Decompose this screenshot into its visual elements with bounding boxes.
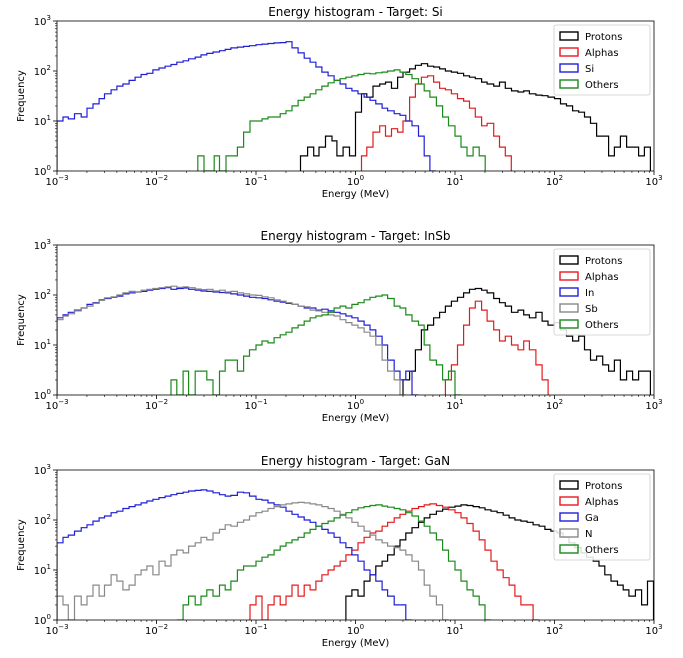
legend-label: Alphas	[585, 497, 619, 508]
legend-label: In	[585, 288, 594, 299]
x-tick-label: 100	[347, 623, 364, 637]
x-tick-label: 103	[645, 623, 662, 637]
legend-label: Protons	[585, 481, 622, 492]
plot-area	[57, 285, 651, 395]
legend-box	[553, 248, 651, 336]
x-tick-label: 101	[446, 398, 463, 412]
x-axis-label: Energy (MeV)	[322, 638, 390, 649]
chart-title: Energy histogram - Target: GaN	[261, 454, 450, 468]
series-line-protons	[402, 287, 651, 395]
legend-swatch	[559, 303, 579, 313]
x-tick-label: 10−2	[145, 623, 168, 637]
series-line-protons	[345, 504, 654, 620]
series-line-others	[197, 69, 486, 171]
x-tick-label: 10−3	[45, 174, 68, 188]
y-tick-label: 102	[34, 513, 51, 527]
x-tick-label: 10−2	[145, 174, 168, 188]
legend-label: Alphas	[585, 272, 619, 283]
chart-title: Energy histogram - Target: InSb	[261, 229, 451, 243]
legend-label: N	[585, 529, 592, 540]
x-tick-label: 101	[446, 174, 463, 188]
y-tick-label: 102	[34, 288, 51, 302]
y-tick-label: 101	[34, 338, 51, 352]
series-line-alphas	[444, 300, 549, 395]
legend-swatch	[559, 512, 579, 522]
y-tick-label: 100	[34, 388, 51, 402]
x-tick-label: 102	[546, 174, 563, 188]
y-tick-label: 103	[34, 238, 51, 252]
y-axis-label: Frequency	[16, 70, 27, 122]
plot-area	[57, 41, 651, 171]
chart-panel-0: Energy histogram - Target: Si Energy (MeV…	[16, 5, 663, 200]
legend-label: Others	[585, 545, 619, 556]
y-tick-label: 102	[34, 64, 51, 78]
series-line-others	[176, 504, 491, 620]
series-line-ga	[57, 489, 412, 620]
series-line-sb	[57, 285, 406, 395]
legend-swatch	[559, 528, 579, 538]
plot-area	[57, 489, 654, 620]
x-tick-label: 101	[446, 623, 463, 637]
series-line-n	[57, 501, 449, 620]
x-tick-label: 10−1	[244, 623, 267, 637]
legend-label: Alphas	[585, 48, 619, 59]
legend-swatch	[559, 480, 579, 490]
legend-swatch	[559, 287, 579, 297]
chart-title: Energy histogram - Target: Si	[268, 5, 443, 19]
x-tick-label: 10−3	[45, 398, 68, 412]
series-line-si	[57, 41, 436, 171]
legend-swatch	[559, 496, 579, 506]
legend-label: Others	[585, 80, 619, 91]
legend-swatch	[559, 255, 579, 265]
legend-label: Others	[585, 320, 619, 331]
series-line-others	[170, 294, 461, 395]
y-tick-label: 100	[34, 613, 51, 627]
legend-label: Sb	[585, 304, 598, 315]
legend: Protons Alphas In Sb Others	[553, 248, 651, 336]
legend-swatch	[559, 63, 579, 73]
y-tick-label: 100	[34, 164, 51, 178]
series-line-protons	[299, 63, 651, 171]
x-tick-label: 10−3	[45, 623, 68, 637]
chart-panel-2: Energy histogram - Target: GaN Energy (Me…	[16, 454, 663, 649]
legend-swatch	[559, 31, 579, 41]
x-tick-label: 102	[546, 398, 563, 412]
x-tick-label: 103	[645, 174, 662, 188]
legend-box	[553, 24, 651, 96]
legend-swatch	[559, 544, 579, 554]
y-axis-label: Frequency	[16, 519, 27, 571]
y-tick-label: 103	[34, 14, 51, 28]
x-axis-label: Energy (MeV)	[322, 189, 390, 200]
series-line-alphas	[249, 503, 540, 620]
x-axis-label: Energy (MeV)	[322, 413, 390, 424]
chart-panel-1: Energy histogram - Target: InSb Energy (M…	[16, 229, 663, 424]
legend-swatch	[559, 319, 579, 329]
y-axis-label: Frequency	[16, 294, 27, 346]
legend-label: Protons	[585, 256, 622, 267]
x-tick-label: 103	[645, 398, 662, 412]
legend-box	[553, 473, 651, 561]
legend-label: Protons	[585, 32, 622, 43]
x-tick-label: 100	[347, 398, 364, 412]
x-tick-label: 10−1	[244, 174, 267, 188]
x-tick-label: 100	[347, 174, 364, 188]
x-tick-label: 102	[546, 623, 563, 637]
legend-swatch	[559, 271, 579, 281]
legend: Protons Alphas Ga N Others	[553, 473, 651, 561]
y-tick-label: 101	[34, 563, 51, 577]
series-line-in	[57, 287, 419, 395]
x-tick-label: 10−2	[145, 398, 168, 412]
y-tick-label: 103	[34, 463, 51, 477]
legend-swatch	[559, 47, 579, 57]
legend: Protons Alphas Si Others	[553, 24, 651, 96]
legend-swatch	[559, 79, 579, 89]
series-line-alphas	[360, 75, 512, 171]
legend-label: Ga	[585, 513, 599, 524]
legend-label: Si	[585, 64, 594, 75]
x-tick-label: 10−1	[244, 398, 267, 412]
y-tick-label: 101	[34, 114, 51, 128]
